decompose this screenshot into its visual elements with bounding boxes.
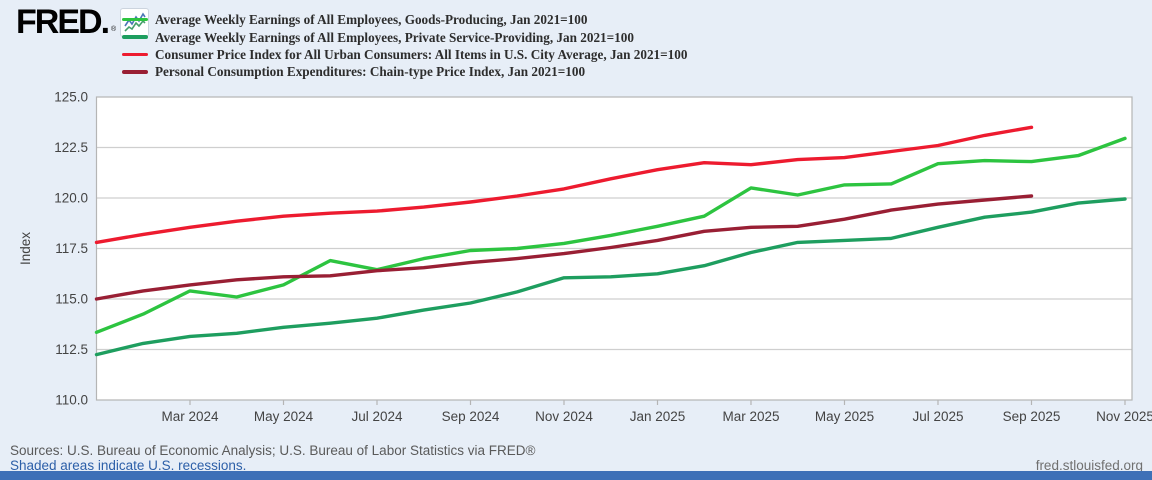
legend-swatch xyxy=(122,52,148,57)
fred-site-link[interactable]: fred.stlouisfed.org xyxy=(1035,458,1143,473)
y-tick-label: 110.0 xyxy=(55,393,88,408)
x-tick-label: Mar 2025 xyxy=(722,409,779,424)
chart-legend: Average Weekly Earnings of All Employees… xyxy=(122,11,687,81)
x-tick-label: Nov 2024 xyxy=(535,409,593,424)
y-tick-label: 115.0 xyxy=(55,292,88,307)
legend-item-series-2[interactable]: Average Weekly Earnings of All Employees… xyxy=(122,28,687,45)
x-tick-label: Jul 2024 xyxy=(351,409,403,424)
x-tick-label: Jul 2025 xyxy=(912,409,963,424)
legend-label: Average Weekly Earnings of All Employees… xyxy=(155,29,634,45)
x-tick-label: Mar 2024 xyxy=(161,409,219,424)
y-tick-label: 117.5 xyxy=(55,241,88,256)
y-tick-label: 120.0 xyxy=(54,191,88,206)
sources-text: Sources: U.S. Bureau of Economic Analysi… xyxy=(10,443,536,458)
legend-swatch xyxy=(122,70,148,74)
x-tick-label: Sep 2024 xyxy=(442,409,500,424)
x-tick-label: Jan 2025 xyxy=(630,409,686,424)
data-line-series-2[interactable] xyxy=(94,197,1127,357)
x-tick-label: May 2024 xyxy=(254,409,314,424)
y-axis-title: Index xyxy=(18,232,33,265)
x-tick-label: Sep 2025 xyxy=(1003,409,1061,424)
x-tick-label: May 2025 xyxy=(815,409,874,424)
legend-label: Average Weekly Earnings of All Employees… xyxy=(155,12,588,28)
y-tick-label: 125.0 xyxy=(54,90,88,105)
y-tick-label: 112.5 xyxy=(55,342,88,357)
plot-border xyxy=(95,96,1133,401)
legend-swatch xyxy=(122,35,148,39)
legend-label: Consumer Price Index for All Urban Consu… xyxy=(155,46,688,62)
legend-swatch xyxy=(122,17,148,22)
fred-logo[interactable]: FRED. ® xyxy=(16,3,150,41)
data-line-series-1[interactable] xyxy=(94,136,1127,334)
legend-label: Personal Consumption Expenditures: Chain… xyxy=(155,64,586,80)
recession-note-link[interactable]: Shaded areas indicate U.S. recessions. xyxy=(10,458,247,473)
y-tick-label: 122.5 xyxy=(54,140,88,155)
legend-item-series-3[interactable]: Consumer Price Index for All Urban Consu… xyxy=(122,46,687,63)
x-tick-label: Nov 2025 xyxy=(1096,409,1152,424)
registered-mark: ® xyxy=(111,26,117,33)
fred-logo-text: FRED xyxy=(16,3,103,41)
data-line-series-4[interactable] xyxy=(94,194,1034,301)
legend-item-series-4[interactable]: Personal Consumption Expenditures: Chain… xyxy=(122,63,687,80)
bottom-bar xyxy=(0,471,1152,480)
data-line-series-3[interactable] xyxy=(94,125,1034,245)
legend-item-series-1[interactable]: Average Weekly Earnings of All Employees… xyxy=(122,11,687,28)
